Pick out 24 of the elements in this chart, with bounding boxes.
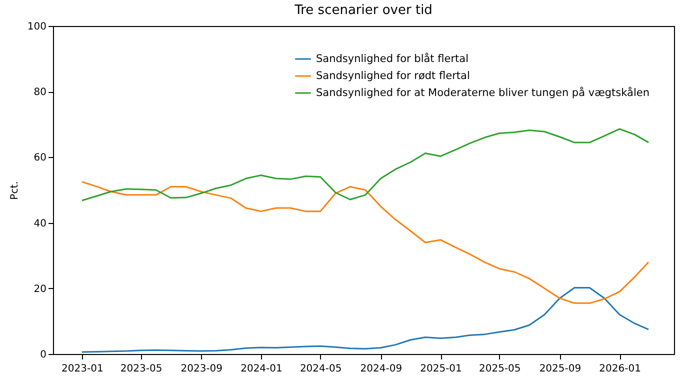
line-series: [81, 128, 650, 202]
x-tick-label: 2025-05: [478, 364, 521, 374]
x-tick-label: 2026-01: [599, 364, 641, 374]
legend-label: Sandsynlighed for blåt flertal: [316, 52, 468, 65]
x-tick-label: 2024-05: [300, 364, 342, 374]
y-tick-label: 40: [34, 218, 46, 230]
x-tick-label: 2024-09: [360, 364, 402, 374]
line-series: [81, 181, 650, 304]
y-axis-title: Pct.: [9, 181, 20, 200]
legend-label: Sandsynlighed for rødt flertal: [316, 70, 470, 82]
x-tick-label: 2024-01: [240, 364, 282, 374]
chart-title: Tre scenarier over tid: [294, 3, 432, 18]
x-tick-label: 2023-09: [180, 364, 223, 374]
y-tick-label: 0: [40, 350, 46, 360]
x-tick-label: 2025-01: [420, 364, 462, 374]
x-tick-label: 2023-05: [120, 364, 162, 374]
line-series: [81, 286, 650, 353]
x-tick-label: 2025-09: [539, 364, 582, 374]
y-tick-label: 20: [34, 284, 46, 295]
y-tick-label: 80: [34, 87, 46, 98]
y-tick-label: 100: [27, 22, 46, 32]
y-tick-label: 60: [34, 152, 46, 164]
x-tick-label: 2023-01: [62, 364, 104, 374]
legend-label: Sandsynlighed for at Moderaterne bliver tungen på vægtskålen: [316, 86, 650, 99]
